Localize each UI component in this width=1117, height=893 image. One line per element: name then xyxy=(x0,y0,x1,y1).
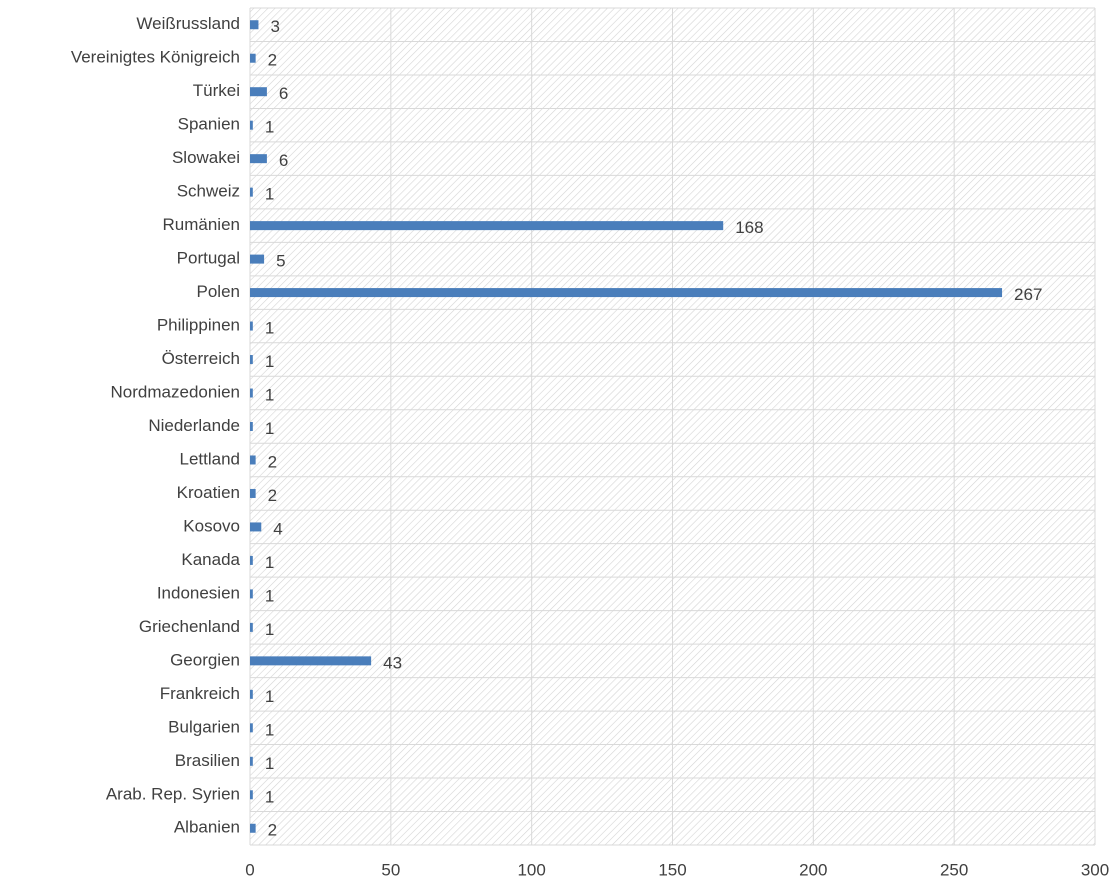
x-tick-label: 150 xyxy=(658,860,686,879)
y-tick-label: Rumänien xyxy=(163,215,241,234)
y-tick-label: Georgien xyxy=(170,650,240,669)
y-tick-label: Kanada xyxy=(181,550,240,569)
data-label: 2 xyxy=(268,821,277,840)
y-tick-label: Polen xyxy=(197,282,240,301)
data-label: 2 xyxy=(268,486,277,505)
y-tick-label: Schweiz xyxy=(177,182,240,201)
bar xyxy=(250,187,253,197)
data-label: 2 xyxy=(268,452,277,471)
data-label: 5 xyxy=(276,252,285,271)
y-tick-label: Brasilien xyxy=(175,751,240,770)
bar xyxy=(250,254,265,264)
y-tick-label: Bulgarien xyxy=(168,717,240,736)
bar xyxy=(250,87,267,97)
y-tick-label: Türkei xyxy=(193,81,240,100)
x-tick-label: 100 xyxy=(517,860,545,879)
x-tick-label: 0 xyxy=(245,860,254,879)
y-tick-label: Lettland xyxy=(180,449,241,468)
bar xyxy=(250,823,256,833)
x-tick-label: 300 xyxy=(1081,860,1109,879)
bar xyxy=(250,790,253,800)
data-label: 4 xyxy=(273,519,282,538)
bar xyxy=(250,288,1003,298)
y-tick-label: Indonesien xyxy=(157,583,240,602)
y-tick-label: Nordmazedonien xyxy=(111,383,240,402)
y-tick-label: Frankreich xyxy=(160,684,240,703)
bar xyxy=(250,488,256,498)
y-tick-label: Portugal xyxy=(177,249,240,268)
bar xyxy=(250,723,253,733)
bar xyxy=(250,53,256,63)
data-label: 1 xyxy=(265,720,274,739)
bar xyxy=(250,522,262,532)
bar xyxy=(250,689,253,699)
data-label: 1 xyxy=(265,787,274,806)
bar xyxy=(250,321,253,331)
x-tick-label: 200 xyxy=(799,860,827,879)
y-tick-label: Österreich xyxy=(162,349,240,368)
data-label: 1 xyxy=(265,319,274,338)
y-tick-label: Kroatien xyxy=(177,483,240,502)
bar xyxy=(250,388,253,398)
data-label: 2 xyxy=(268,51,277,70)
data-label: 267 xyxy=(1014,285,1042,304)
data-label: 1 xyxy=(265,419,274,438)
data-label: 1 xyxy=(265,586,274,605)
data-label: 168 xyxy=(735,218,763,237)
data-label: 1 xyxy=(265,185,274,204)
y-tick-label: Slowakei xyxy=(172,148,240,167)
bar xyxy=(250,355,253,365)
data-label: 1 xyxy=(265,687,274,706)
data-label: 3 xyxy=(270,17,279,36)
x-tick-label: 50 xyxy=(381,860,400,879)
data-label: 6 xyxy=(279,151,288,170)
bar xyxy=(250,656,372,666)
bar xyxy=(250,555,253,565)
bar xyxy=(250,422,253,431)
bar xyxy=(250,756,253,766)
y-tick-label: Albanien xyxy=(174,818,240,837)
y-tick-label: Arab. Rep. Syrien xyxy=(106,784,240,803)
data-label: 6 xyxy=(279,84,288,103)
data-label: 1 xyxy=(265,553,274,572)
y-tick-label: Philippinen xyxy=(157,316,240,335)
data-label: 1 xyxy=(265,620,274,639)
data-label: 1 xyxy=(265,754,274,773)
data-label: 1 xyxy=(265,118,274,137)
data-label: 43 xyxy=(383,653,402,672)
y-tick-label: Kosovo xyxy=(183,516,240,535)
bar xyxy=(250,589,253,599)
bar xyxy=(250,154,267,164)
y-tick-label: Vereinigtes Königreich xyxy=(71,48,240,67)
bar xyxy=(250,221,724,231)
y-tick-label: Griechenland xyxy=(139,617,240,636)
bar xyxy=(250,455,256,465)
y-tick-label: Niederlande xyxy=(148,416,240,435)
bar xyxy=(250,20,259,30)
y-tick-label: Spanien xyxy=(178,115,240,134)
data-label: 1 xyxy=(265,352,274,371)
x-tick-label: 250 xyxy=(940,860,968,879)
y-tick-label: Weißrussland xyxy=(136,14,240,33)
data-label: 1 xyxy=(265,386,274,405)
bar xyxy=(250,622,253,632)
bar xyxy=(250,120,253,130)
